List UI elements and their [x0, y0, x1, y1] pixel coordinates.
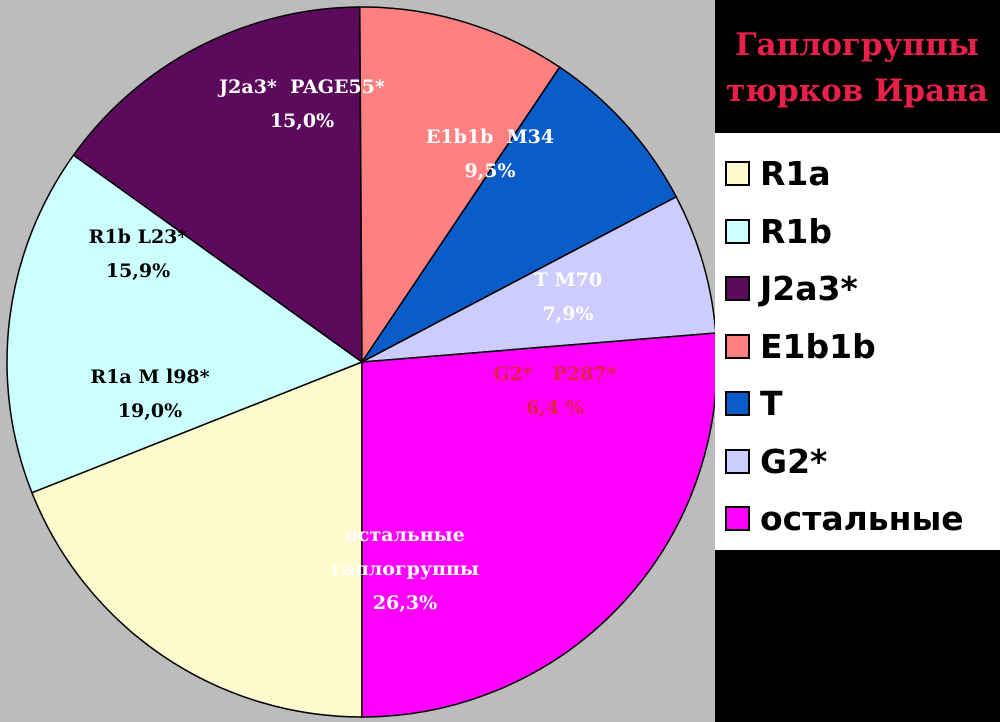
legend-swatch: [725, 276, 750, 302]
legend-item-g2: G2*: [725, 433, 1000, 491]
slice-data-label: 15,9%: [106, 260, 170, 282]
legend-item-j2a3: J2a3*: [725, 260, 1000, 318]
legend-swatch: [725, 448, 750, 474]
legend-item-r1a: R1a: [725, 145, 1000, 203]
legend-swatch: [725, 391, 750, 417]
slice-data-label: G2* P287*: [493, 363, 616, 385]
legend-item-e1b1b: E1b1b: [725, 318, 1000, 376]
slice-data-label: гаплогруппы: [331, 558, 479, 580]
chart-title: Гаплогруппы тюрков Ирана: [722, 22, 992, 114]
pie-slice-r1b: [6, 154, 364, 494]
chart-title-line-1: Гаплогруппы: [735, 27, 979, 63]
slice-data-label: 26,3%: [373, 592, 437, 614]
legend-label: R1b: [760, 211, 832, 251]
legend-label: остальные: [760, 499, 964, 539]
pie-slice-g2: [361, 195, 715, 363]
pie-chart: R1a M l98* 19,0% R1b L23* 15,9% J2a3* PAGE55…: [6, 6, 715, 718]
pie-slice-остальные: [361, 332, 715, 718]
legend-label: T: [760, 384, 783, 424]
chart-title-line-2: тюрков Ирана: [726, 73, 988, 109]
legend-label: E1b1b: [760, 326, 876, 366]
pie-slice-r1a: [30, 360, 363, 718]
slice-data-label: 7,9%: [542, 303, 593, 325]
legend-label: G2*: [760, 441, 828, 481]
pie-slice-t: [361, 66, 678, 363]
pie-slice-j2a3: [72, 6, 363, 364]
slice-data-label: J2a3* PAGE55*: [217, 76, 385, 98]
slice-data-label: E1b1b M34: [426, 126, 554, 148]
legend-item-others: остальные: [725, 490, 1000, 548]
slice-data-label: 15,0%: [270, 110, 334, 132]
slice-data-label: остальные: [345, 524, 465, 546]
pie-slice-e1b1b: [359, 6, 561, 365]
slice-data-label: 9,5%: [464, 160, 515, 182]
legend-swatch: [725, 161, 750, 187]
legend-label: J2a3*: [760, 269, 858, 309]
slice-data-label: 19,0%: [118, 400, 182, 422]
legend: R1a R1b J2a3* E1b1b T G2* остальные: [715, 133, 1000, 550]
slice-data-label: 6,4 %: [526, 397, 584, 419]
plot-area: R1a M l98* 19,0% R1b L23* 15,9% J2a3* PAGE55…: [0, 0, 715, 722]
slice-data-label: R1b L23*: [89, 226, 188, 248]
slice-data-label: R1a M l98*: [90, 366, 209, 388]
legend-swatch: [725, 506, 750, 532]
legend-swatch: [725, 333, 750, 359]
legend-label: R1a: [760, 154, 831, 194]
legend-item-t: T: [725, 375, 1000, 433]
legend-swatch: [725, 218, 750, 244]
legend-item-r1b: R1b: [725, 203, 1000, 261]
slice-data-label: T M70: [534, 269, 602, 291]
